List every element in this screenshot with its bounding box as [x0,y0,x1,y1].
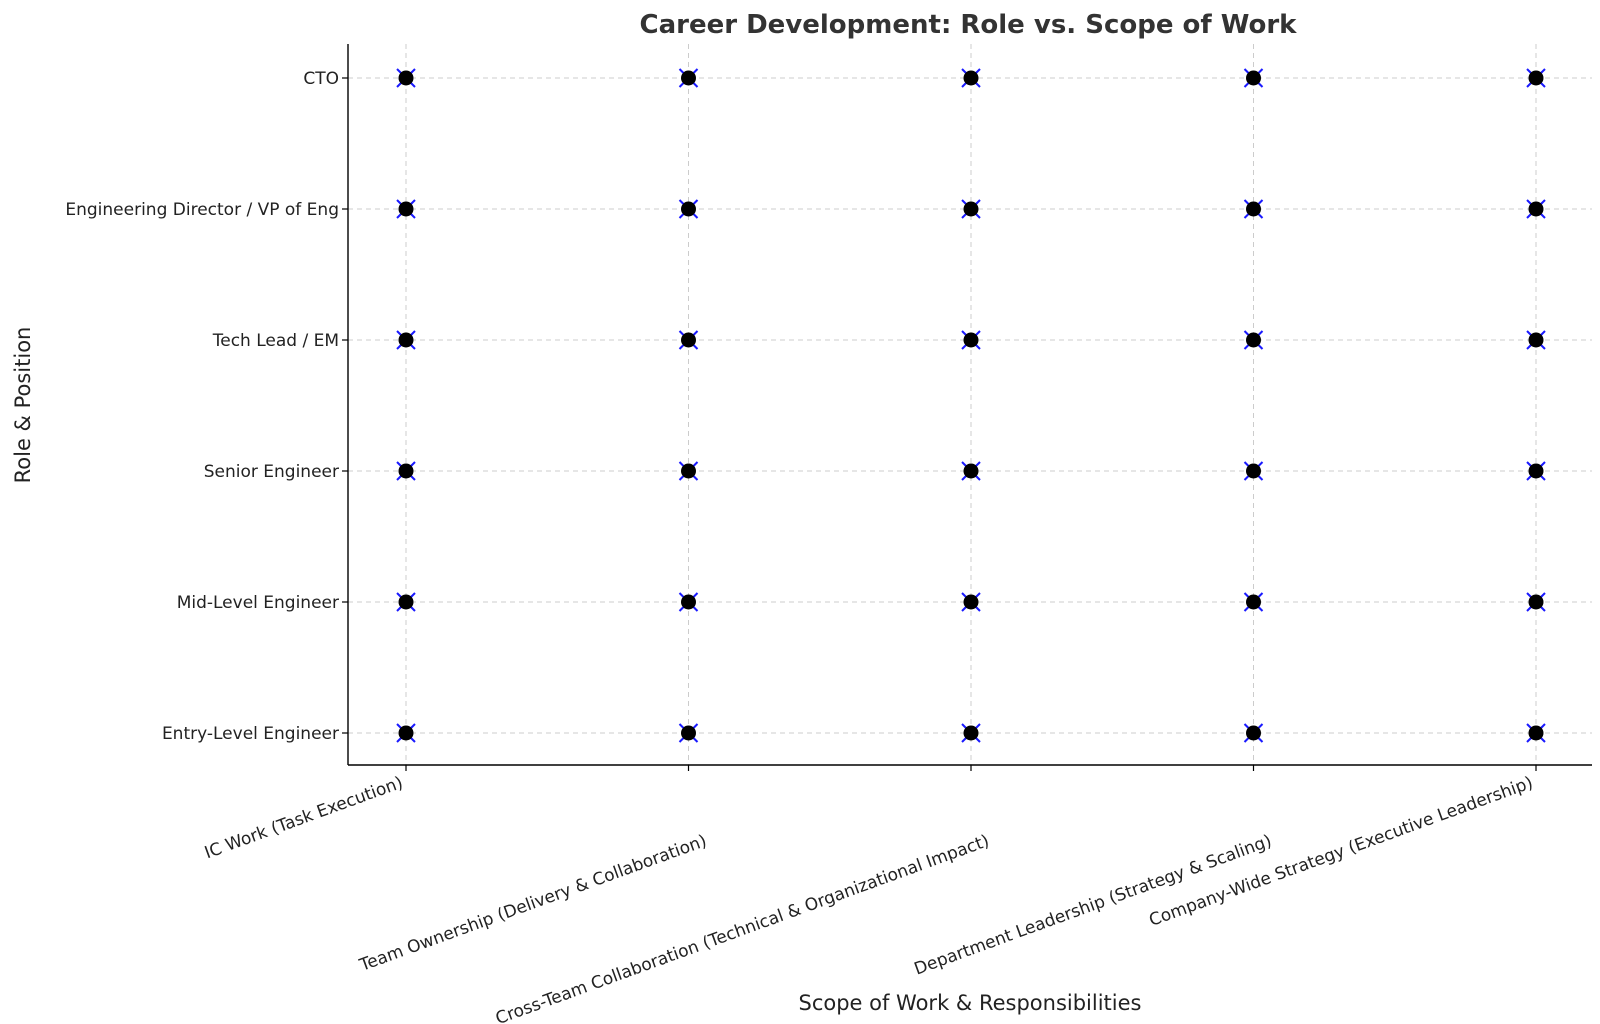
data-point [1526,68,1546,88]
y-tick-labels: Entry-Level Engineer Mid-Level Engineer Se… [65,69,348,744]
data-point-dot [963,201,979,217]
data-point [396,592,416,612]
data-point-dot [398,201,414,217]
data-point [678,199,699,219]
data-point [1243,592,1264,612]
data-point-dot [1246,725,1261,741]
data-point [1243,199,1264,219]
chart-title: Career Development: Role vs. Scope of Wo… [640,10,1298,40]
data-point-dot [681,70,696,86]
y-tick-label: Tech Lead / EM [212,331,339,351]
data-point [1243,461,1264,481]
data-point-dot [398,725,414,741]
data-point [961,723,981,743]
data-point [396,461,416,481]
data-point-dot [398,594,414,610]
data-point-dot [1528,332,1544,348]
data-points [396,68,1546,743]
data-point-dot [681,594,696,610]
data-point-dot [398,332,414,348]
data-point [1526,723,1546,743]
y-axis-label: Role & Position [11,327,35,484]
data-point [961,330,981,350]
data-point [1526,330,1546,350]
data-point [1243,330,1264,350]
data-point-dot [398,70,414,86]
data-point-dot [1246,463,1261,479]
y-tick-label: Entry-Level Engineer [162,724,339,744]
data-point-dot [1528,201,1544,217]
grid-layer [348,44,1592,765]
x-axis-label: Scope of Work & Responsibilities [798,991,1141,1015]
y-tick-label: Senior Engineer [204,462,339,482]
data-point [1243,723,1264,743]
data-point-dot [963,725,979,741]
data-point-dot [1246,332,1261,348]
x-tick-label: IC Work (Task Execution) [202,773,406,863]
data-point [678,68,699,88]
data-point-dot [1246,201,1261,217]
data-point-dot [963,594,979,610]
data-point-dot [963,463,979,479]
y-tick-label: Mid-Level Engineer [177,593,339,613]
data-point [1243,68,1264,88]
data-point [1526,199,1546,219]
y-tick-label: Engineering Director / VP of Eng [65,200,339,220]
data-point-dot [398,463,414,479]
data-point [396,68,416,88]
data-point-dot [1246,594,1261,610]
data-point [396,199,416,219]
data-point-dot [1528,594,1544,610]
data-point-dot [1528,725,1544,741]
axis-spines [347,44,1592,766]
x-tick-labels: IC Work (Task Execution)Team Ownership (… [202,765,1537,1024]
data-point-dot [681,463,696,479]
data-point-dot [681,332,696,348]
data-point [678,723,699,743]
data-point [961,199,981,219]
y-tick-label: CTO [303,69,339,89]
data-point-dot [1246,70,1261,86]
data-point [1526,461,1546,481]
data-point-dot [681,201,696,217]
data-point-dot [963,70,979,86]
x-tick-label: Company-Wide Strategy (Executive Leaders… [1146,773,1535,931]
data-point [1526,592,1546,612]
data-point-dot [681,725,696,741]
data-point [961,68,981,88]
data-point-dot [1528,463,1544,479]
data-point [678,330,699,350]
data-point [961,592,981,612]
data-point [961,461,981,481]
data-point-dot [1528,70,1544,86]
data-point-dot [963,332,979,348]
data-point [396,330,416,350]
data-point [678,461,699,481]
data-point [678,592,699,612]
data-point [396,723,416,743]
